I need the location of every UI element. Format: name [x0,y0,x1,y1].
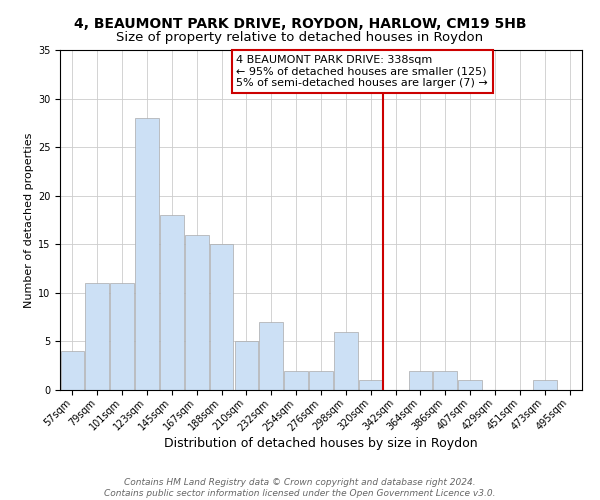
Bar [85,283,109,390]
Bar [185,234,209,390]
Bar [433,370,457,390]
Bar [259,322,283,390]
Bar [359,380,383,390]
Bar [533,380,557,390]
Bar [309,370,333,390]
Bar [135,118,159,390]
Bar [160,215,184,390]
Bar [210,244,233,390]
Y-axis label: Number of detached properties: Number of detached properties [23,132,34,308]
Text: 4, BEAUMONT PARK DRIVE, ROYDON, HARLOW, CM19 5HB: 4, BEAUMONT PARK DRIVE, ROYDON, HARLOW, … [74,18,526,32]
Text: 4 BEAUMONT PARK DRIVE: 338sqm
← 95% of detached houses are smaller (125)
5% of s: 4 BEAUMONT PARK DRIVE: 338sqm ← 95% of d… [236,55,488,88]
Bar [235,342,258,390]
Bar [409,370,432,390]
Bar [284,370,308,390]
Bar [110,283,134,390]
Bar [458,380,482,390]
Bar [334,332,358,390]
X-axis label: Distribution of detached houses by size in Roydon: Distribution of detached houses by size … [164,436,478,450]
Text: Contains HM Land Registry data © Crown copyright and database right 2024.
Contai: Contains HM Land Registry data © Crown c… [104,478,496,498]
Text: Size of property relative to detached houses in Roydon: Size of property relative to detached ho… [116,31,484,44]
Bar [61,351,84,390]
